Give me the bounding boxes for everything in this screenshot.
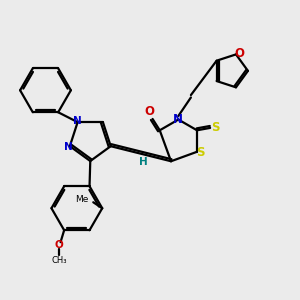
Text: S: S [211, 121, 220, 134]
Text: O: O [234, 47, 244, 60]
Text: H: H [139, 157, 148, 167]
Text: S: S [196, 146, 204, 160]
Text: N: N [73, 116, 81, 126]
Text: CH₃: CH₃ [51, 256, 67, 265]
Text: Me: Me [75, 195, 88, 204]
Text: O: O [54, 240, 63, 250]
Text: O: O [144, 105, 154, 118]
Text: N: N [173, 113, 183, 126]
Text: N: N [64, 142, 73, 152]
